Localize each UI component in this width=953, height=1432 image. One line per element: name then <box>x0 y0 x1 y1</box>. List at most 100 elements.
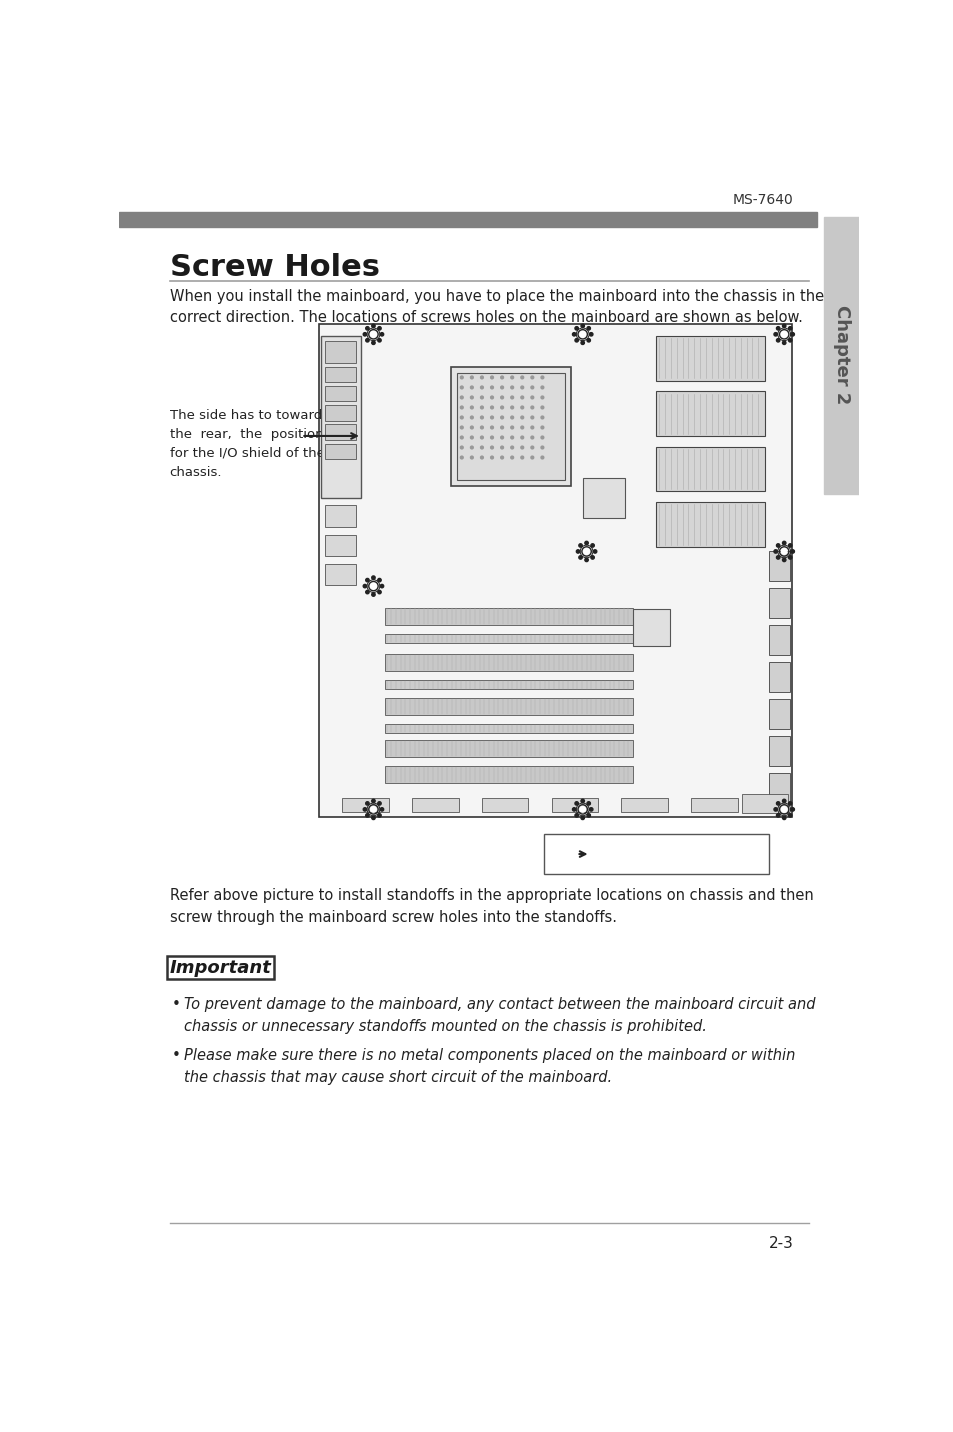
Bar <box>656 337 764 381</box>
Circle shape <box>365 590 369 594</box>
Circle shape <box>559 852 564 856</box>
Text: Refer above picture to install standoffs in the appropriate locations on chassis: Refer above picture to install standoffs… <box>170 888 813 925</box>
Bar <box>324 534 355 556</box>
Text: Important: Important <box>170 959 272 977</box>
Circle shape <box>460 447 463 448</box>
Circle shape <box>500 407 503 410</box>
Circle shape <box>365 813 369 818</box>
Bar <box>691 798 737 812</box>
Bar <box>385 607 633 624</box>
Circle shape <box>470 457 473 458</box>
Circle shape <box>490 377 493 379</box>
Bar <box>324 385 355 401</box>
Bar <box>656 447 764 491</box>
Circle shape <box>372 341 375 345</box>
Circle shape <box>554 852 557 856</box>
Circle shape <box>510 437 513 438</box>
Bar <box>412 798 458 812</box>
Bar <box>324 341 355 362</box>
Circle shape <box>490 447 493 448</box>
Circle shape <box>790 550 794 553</box>
Circle shape <box>788 544 791 547</box>
Circle shape <box>579 332 585 337</box>
Circle shape <box>470 427 473 428</box>
Circle shape <box>363 584 366 587</box>
Circle shape <box>480 457 483 458</box>
Circle shape <box>500 377 503 379</box>
Circle shape <box>470 407 473 410</box>
Bar <box>324 505 355 527</box>
Circle shape <box>380 332 383 337</box>
Circle shape <box>781 541 785 544</box>
Circle shape <box>380 808 383 811</box>
Circle shape <box>460 427 463 428</box>
Text: Screw Holes: Screw Holes <box>170 252 379 282</box>
Circle shape <box>586 802 590 805</box>
Circle shape <box>584 558 588 561</box>
Circle shape <box>500 417 503 418</box>
Circle shape <box>490 437 493 438</box>
Circle shape <box>788 813 791 818</box>
Circle shape <box>773 332 777 337</box>
Circle shape <box>520 447 523 448</box>
Text: MS-7640: MS-7640 <box>732 193 793 208</box>
Circle shape <box>480 397 483 400</box>
Circle shape <box>363 332 366 337</box>
Circle shape <box>510 407 513 410</box>
Circle shape <box>520 407 523 410</box>
Bar <box>324 424 355 440</box>
Circle shape <box>560 859 563 862</box>
Circle shape <box>575 326 578 329</box>
Circle shape <box>781 332 786 337</box>
Bar <box>385 634 633 643</box>
Circle shape <box>520 387 523 390</box>
Circle shape <box>460 417 463 418</box>
Circle shape <box>565 848 569 851</box>
Circle shape <box>531 377 533 379</box>
Circle shape <box>490 417 493 418</box>
Circle shape <box>470 447 473 448</box>
Bar <box>119 212 816 228</box>
Circle shape <box>371 806 375 812</box>
Circle shape <box>540 387 543 390</box>
Circle shape <box>480 417 483 418</box>
Bar <box>768 736 790 766</box>
Bar <box>385 725 633 733</box>
Circle shape <box>583 548 589 554</box>
Text: Chapter 2: Chapter 2 <box>832 305 850 405</box>
Circle shape <box>788 556 791 558</box>
Circle shape <box>531 427 533 428</box>
Circle shape <box>372 576 375 580</box>
Circle shape <box>377 579 381 581</box>
Circle shape <box>371 583 375 589</box>
Bar <box>656 391 764 435</box>
Circle shape <box>470 437 473 438</box>
Circle shape <box>372 816 375 819</box>
Circle shape <box>490 397 493 400</box>
Circle shape <box>500 397 503 400</box>
Bar <box>768 699 790 729</box>
Bar <box>768 663 790 692</box>
Circle shape <box>470 377 473 379</box>
Circle shape <box>788 326 791 329</box>
Circle shape <box>576 550 579 553</box>
Bar <box>551 798 598 812</box>
Circle shape <box>460 387 463 390</box>
Circle shape <box>365 802 369 805</box>
Bar <box>768 551 790 581</box>
Bar <box>342 798 389 812</box>
Bar <box>324 444 355 460</box>
Bar <box>456 372 564 480</box>
Bar <box>620 798 667 812</box>
Circle shape <box>510 397 513 400</box>
Circle shape <box>540 447 543 448</box>
Circle shape <box>590 556 594 558</box>
Circle shape <box>773 808 777 811</box>
Circle shape <box>589 332 593 337</box>
Circle shape <box>380 584 383 587</box>
Text: Please make sure there is no metal components placed on the mainboard or within
: Please make sure there is no metal compo… <box>184 1048 795 1084</box>
Circle shape <box>470 397 473 400</box>
Circle shape <box>372 799 375 802</box>
Bar <box>656 503 764 547</box>
Circle shape <box>520 437 523 438</box>
